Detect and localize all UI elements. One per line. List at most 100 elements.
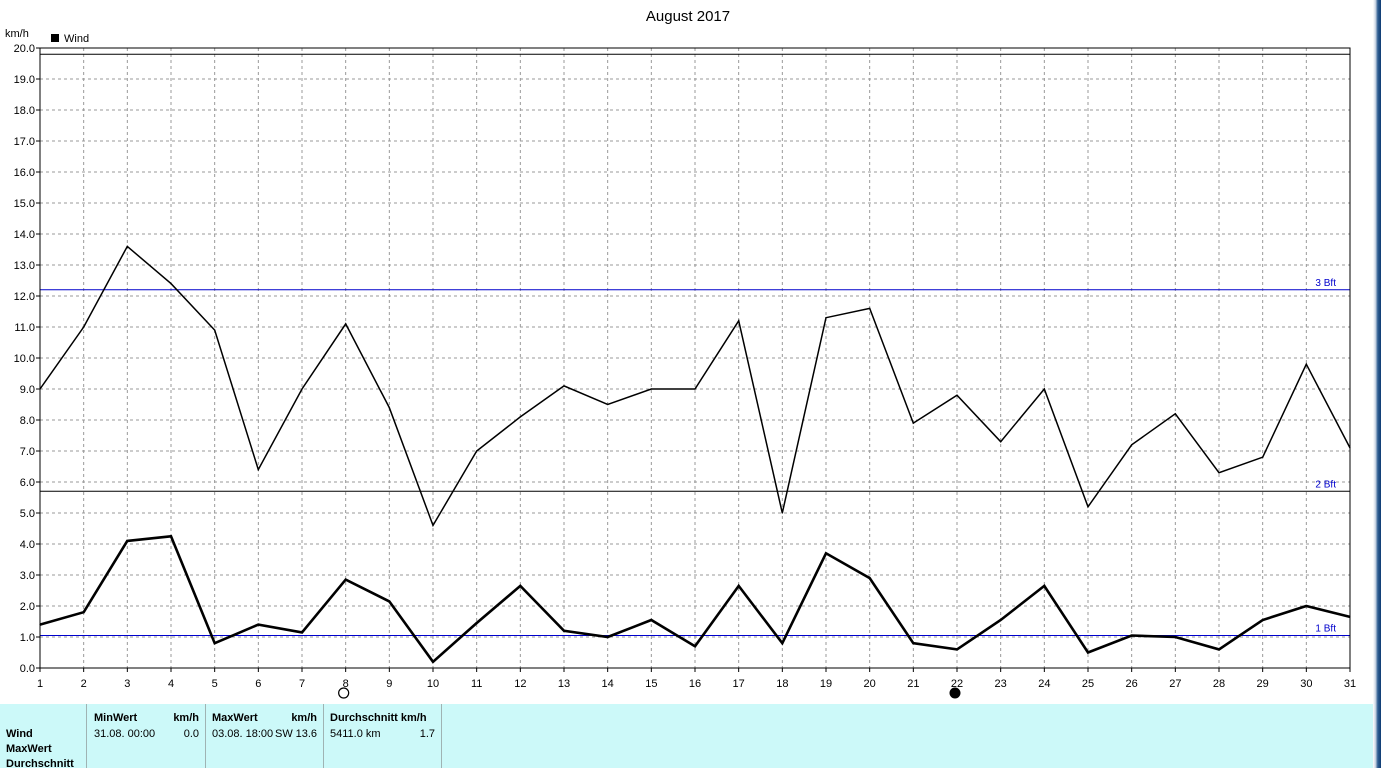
- x-tick-label: 25: [1082, 678, 1094, 690]
- x-tick-label: 13: [558, 678, 570, 690]
- y-tick-label: 0.0: [20, 663, 35, 675]
- series-1-point: [301, 388, 303, 390]
- series-2-point: [170, 535, 172, 537]
- series-2-point: [607, 636, 609, 638]
- series-2-point: [650, 619, 652, 621]
- x-tick-label: 16: [689, 678, 701, 690]
- series-1-point: [1262, 456, 1264, 458]
- series-2-point: [1262, 619, 1264, 621]
- series-2-point: [869, 577, 871, 579]
- series-2-point: [912, 642, 914, 644]
- x-tick-label: 20: [864, 678, 876, 690]
- stats-row-labels: Wind MaxWert Durchschnitt: [0, 704, 87, 770]
- series-1-point: [1218, 472, 1220, 474]
- moon-circle: [949, 687, 961, 699]
- series-1-point: [694, 388, 696, 390]
- series-1-point: [214, 329, 216, 331]
- x-tick-label: 8: [343, 678, 349, 690]
- x-tick-label: 11: [471, 678, 482, 690]
- reference-line-label: 3 Bft: [1315, 278, 1336, 289]
- y-tick-label: 3.0: [20, 570, 35, 582]
- y-tick-label: 17.0: [14, 136, 35, 148]
- moon-phases: [338, 687, 961, 699]
- series-2-point: [214, 642, 216, 644]
- x-tick-label: 15: [645, 678, 657, 690]
- min-when: 31.08. 00:00: [94, 728, 156, 740]
- x-tick-label: 24: [1038, 678, 1050, 690]
- series-2-point: [956, 648, 958, 651]
- avg-distance: 5411.0 km: [330, 728, 381, 740]
- series-2-point: [1000, 619, 1002, 621]
- y-axis-label: km/h: [5, 28, 29, 40]
- max-value: 13.6: [295, 728, 317, 740]
- avg-value: 1.7: [419, 728, 435, 740]
- reference-line-label: 2 Bft: [1315, 479, 1336, 490]
- series-1-point: [781, 512, 783, 514]
- series-2-point: [781, 642, 783, 644]
- y-tick-label: 11.0: [14, 322, 35, 334]
- x-tick-label: 18: [776, 678, 788, 690]
- wind-chart: August 2017 km/h Wind 3 Bft 2 Bft 1 Bft 0.…: [5, 8, 1356, 699]
- x-tick-label: 26: [1126, 678, 1138, 690]
- new-moon-icon: [949, 687, 961, 699]
- y-tick-label: 5.0: [20, 508, 35, 520]
- series-2-point: [301, 631, 303, 633]
- min-unit: km/h: [173, 712, 199, 724]
- stats-col-min: MinWert km/h 31.08. 00:00 0.0: [87, 704, 206, 768]
- series-2-point: [345, 579, 347, 581]
- x-tick-label: 14: [602, 678, 614, 690]
- x-tick-label: 28: [1213, 678, 1225, 690]
- y-tick-label: 13.0: [14, 260, 35, 272]
- stats-row-durchschnitt: Durchschnitt: [6, 758, 74, 770]
- series-1-point: [650, 388, 652, 390]
- x-tick-label: 9: [386, 678, 392, 690]
- x-tick-label: 19: [820, 678, 832, 690]
- x-tick-label: 30: [1300, 678, 1312, 690]
- series-2-point: [825, 552, 827, 554]
- series-2-point: [1174, 636, 1176, 638]
- series-1-point: [126, 245, 128, 247]
- series-layer: [39, 245, 1351, 664]
- series-2-point: [257, 624, 259, 626]
- series-2-point: [738, 585, 740, 587]
- moon-circle: [338, 687, 350, 699]
- y-tick-label: 12.0: [14, 291, 35, 303]
- x-tick-label: 27: [1169, 678, 1181, 690]
- stats-col-avg: Durchschnitt km/h 5411.0 km 1.7: [324, 704, 442, 768]
- series-1-point: [170, 283, 172, 285]
- series-1-point: [1305, 363, 1307, 365]
- series-1-point: [563, 385, 565, 387]
- x-tick-label: 10: [427, 678, 439, 690]
- max-unit: km/h: [291, 712, 317, 724]
- series-2-point: [476, 622, 478, 624]
- series-2-point: [126, 540, 128, 542]
- x-tick-label: 2: [81, 678, 87, 690]
- series-2-point: [563, 630, 565, 632]
- x-tick-label: 23: [995, 678, 1007, 690]
- series-1-point: [1087, 506, 1089, 508]
- legend-swatch: [51, 34, 59, 42]
- y-tick-label: 15.0: [14, 198, 35, 210]
- series-2-point: [1131, 634, 1133, 637]
- stats-row-wind: Wind: [6, 728, 33, 740]
- series-1-point: [1174, 413, 1176, 415]
- avg-header: Durchschnitt km/h: [330, 712, 427, 724]
- series-2-point: [519, 585, 521, 587]
- x-tick-label: 21: [907, 678, 919, 690]
- legend-label: Wind: [64, 33, 89, 45]
- grid: [39, 47, 1351, 669]
- series-1-point: [519, 416, 521, 418]
- y-tick-label: 4.0: [20, 539, 35, 551]
- series-1-point: [83, 326, 85, 328]
- series-2-point: [1087, 651, 1089, 654]
- min-header: MinWert: [94, 712, 138, 724]
- series-1-point: [432, 524, 434, 527]
- x-tick-label: 29: [1257, 678, 1269, 690]
- y-tick-label: 20.0: [14, 43, 35, 55]
- x-tick-label: 31: [1344, 678, 1356, 690]
- x-tick-label: 1: [37, 678, 43, 690]
- stats-row-maxwert: MaxWert: [6, 743, 52, 755]
- series-1-point: [869, 307, 871, 309]
- series-1-point: [388, 407, 390, 409]
- stats-col-max: MaxWert km/h 03.08. 18:00 SW 13.6: [206, 704, 324, 768]
